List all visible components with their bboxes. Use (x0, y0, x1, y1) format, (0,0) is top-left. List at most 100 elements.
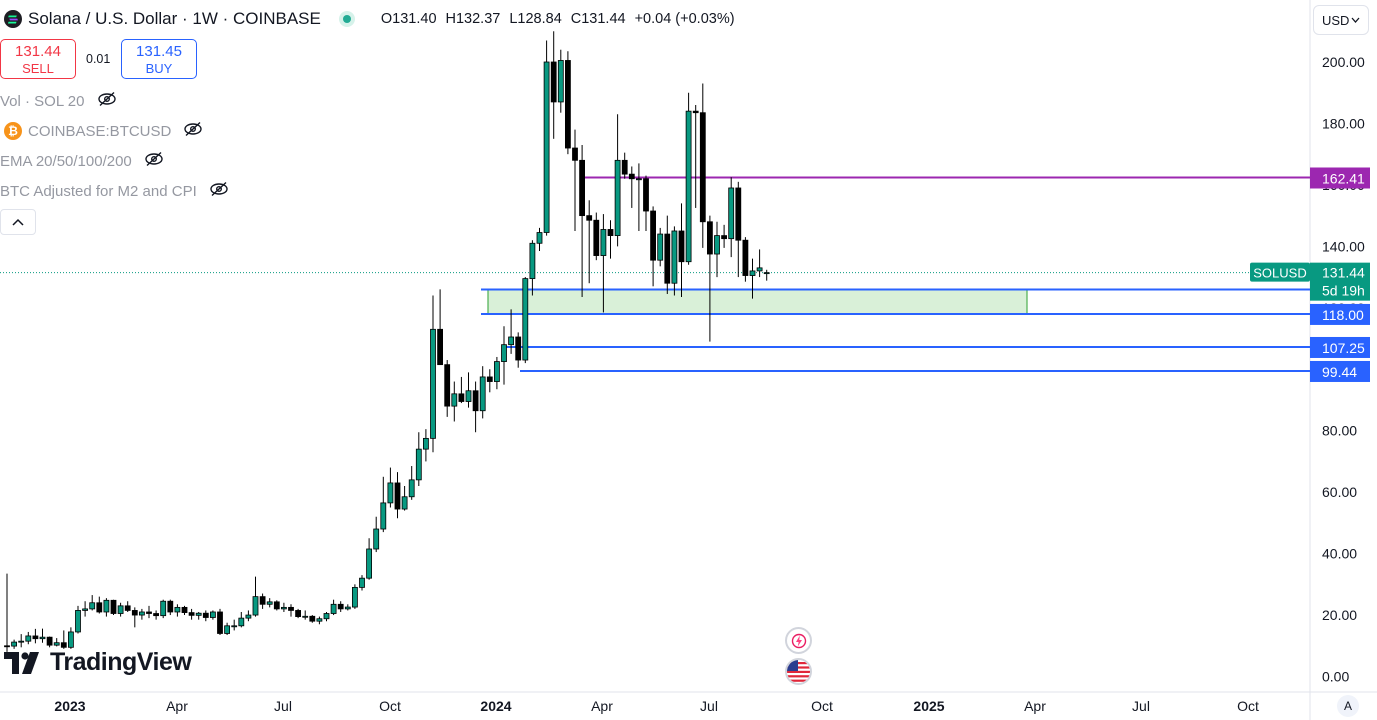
candle (380, 476, 387, 533)
candle (636, 163, 642, 231)
candle-body (181, 606, 188, 613)
candle (678, 203, 685, 298)
candle (742, 237, 749, 282)
candle (174, 604, 181, 617)
candle (735, 181, 742, 278)
candle-body (245, 614, 252, 619)
candle (18, 634, 25, 648)
candle-body (493, 361, 500, 382)
indicator-btc-adjusted[interactable]: BTC Adjusted for M2 and CPI (0, 181, 229, 201)
candle (493, 356, 500, 390)
candle (373, 516, 380, 553)
candle (25, 631, 32, 645)
tradingview-logo[interactable]: TradingView (4, 648, 192, 677)
candle (167, 599, 174, 616)
candle-body (529, 242, 536, 280)
candle (508, 309, 515, 354)
x-tick-label: Apr (591, 698, 613, 714)
candle (273, 600, 280, 611)
candle-body (131, 610, 138, 616)
candle (607, 220, 614, 259)
candle-body (508, 336, 515, 346)
eye-off-icon[interactable] (183, 121, 203, 141)
candle-body (707, 221, 713, 255)
support-zone (487, 288, 1028, 315)
candle (351, 584, 358, 609)
indicator-btcusd[interactable]: ₿ COINBASE:BTCUSD (0, 121, 203, 141)
candle-body (217, 611, 223, 634)
candle (124, 601, 131, 612)
level-price-label: 162.41 (1322, 170, 1365, 186)
solana-logo-icon (4, 10, 22, 28)
candle-body (4, 645, 10, 648)
candle-body (68, 631, 74, 648)
candle (60, 630, 67, 649)
candle (600, 214, 607, 313)
y-tick-label: 40.00 (1322, 546, 1357, 562)
candle (252, 576, 259, 617)
candle-body (103, 599, 110, 613)
candle (295, 608, 302, 619)
eye-off-icon[interactable] (209, 181, 229, 201)
candle-body (479, 376, 486, 412)
candle (650, 206, 656, 287)
currency-select[interactable]: USD (1313, 5, 1369, 35)
candle-body (224, 625, 231, 634)
candle-body (721, 235, 727, 240)
candle (53, 638, 60, 647)
last-price-tag (1310, 262, 1370, 301)
candle-body (138, 611, 145, 616)
candle (288, 604, 294, 617)
candle-body (465, 390, 472, 402)
candle (153, 610, 160, 620)
candle (557, 49, 564, 113)
candle (68, 627, 74, 649)
spread-value: 0.01 (86, 52, 111, 66)
collapse-legend-button[interactable] (0, 209, 36, 235)
candle-body (18, 640, 25, 643)
candle-body (664, 233, 671, 284)
candle (96, 596, 103, 614)
sell-button[interactable]: 131.44 SELL (0, 39, 76, 79)
candle (579, 144, 585, 298)
candle (550, 31, 557, 139)
indicator-label: COINBASE:BTCUSD (28, 122, 172, 140)
candle (359, 575, 365, 591)
x-tick-label: Oct (1237, 698, 1259, 714)
candle (110, 599, 117, 616)
y-tick-label: 20.00 (1322, 607, 1357, 623)
candle (614, 114, 621, 247)
flash-icon[interactable] (785, 627, 812, 654)
indicator-label: BTC Adjusted for M2 and CPI (0, 182, 197, 200)
candle (195, 611, 202, 620)
level-price-tag (1310, 167, 1370, 189)
candle (465, 372, 472, 408)
eye-off-icon[interactable] (97, 91, 117, 111)
us-flag-icon[interactable] (785, 658, 812, 685)
candle-body (295, 610, 302, 617)
candle-body (160, 600, 167, 617)
chevron-up-icon (12, 218, 24, 226)
candle-body (671, 230, 678, 284)
currency-value: USD (1322, 12, 1350, 28)
candle (756, 249, 763, 278)
candle-body (636, 178, 642, 181)
candle-body (252, 596, 259, 616)
y-tick-label: 180.00 (1322, 115, 1365, 131)
candle (46, 636, 53, 648)
chart-header: Solana / U.S. Dollar · 1W · COINBASE O13… (0, 0, 735, 38)
auto-scale-button[interactable]: A (1337, 695, 1359, 717)
buy-button[interactable]: 131.45 BUY (121, 39, 197, 79)
eye-off-icon[interactable] (144, 151, 164, 171)
candle (231, 619, 238, 631)
candle-body (742, 239, 749, 276)
indicator-volume[interactable]: Vol · SOL 20 (0, 91, 117, 111)
candle-body (565, 60, 571, 149)
symbol-title[interactable]: Solana / U.S. Dollar · 1W · COINBASE (28, 9, 321, 28)
open-value: O131.40 (380, 11, 437, 27)
candle-body (430, 328, 436, 439)
indicator-ema[interactable]: EMA 20/50/100/200 (0, 151, 164, 171)
candle (714, 221, 720, 278)
ohlc-values: O131.40 H132.37 L128.84 C131.44 +0.04 (+… (381, 11, 735, 27)
